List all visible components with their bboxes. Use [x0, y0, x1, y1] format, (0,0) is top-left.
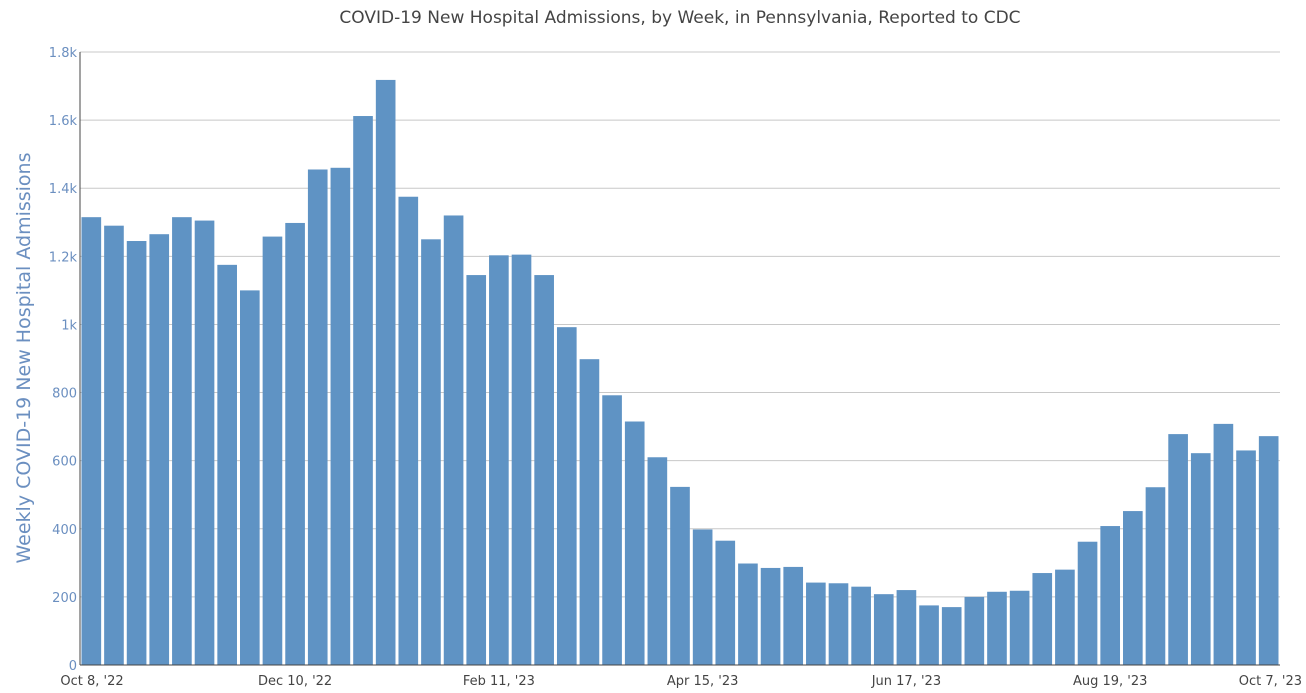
- bar[interactable]: [556, 327, 577, 665]
- bar[interactable]: [398, 196, 419, 665]
- bars: [81, 79, 1279, 666]
- y-tick-label: 1k: [61, 318, 77, 333]
- bar[interactable]: [738, 563, 758, 665]
- y-tick-label: 200: [52, 591, 77, 606]
- bar[interactable]: [1077, 541, 1098, 665]
- bar[interactable]: [421, 239, 441, 666]
- bar[interactable]: [1032, 573, 1053, 665]
- x-tick-label: Apr 15, '23: [667, 674, 739, 689]
- bar[interactable]: [828, 583, 849, 665]
- bar[interactable]: [466, 275, 487, 665]
- bar[interactable]: [217, 264, 237, 665]
- x-tick-label: Oct 7, '23: [1239, 674, 1302, 689]
- bar[interactable]: [1236, 450, 1256, 665]
- bar[interactable]: [534, 275, 554, 665]
- bar[interactable]: [285, 222, 305, 665]
- x-tick-label: Oct 8, '22: [60, 674, 123, 689]
- bar[interactable]: [239, 290, 260, 665]
- y-tick-label: 1.6k: [49, 114, 78, 129]
- x-tick-label: Dec 10, '22: [258, 674, 332, 689]
- bar[interactable]: [783, 566, 804, 665]
- bar[interactable]: [692, 529, 713, 665]
- chart-title: COVID-19 New Hospital Admissions, by Wee…: [339, 8, 1021, 28]
- bar[interactable]: [670, 486, 690, 665]
- bar[interactable]: [81, 217, 102, 666]
- bar[interactable]: [1145, 487, 1166, 665]
- bar[interactable]: [715, 540, 736, 665]
- bar[interactable]: [104, 225, 124, 665]
- bar[interactable]: [489, 255, 509, 666]
- y-tick-label: 1.2k: [49, 250, 78, 265]
- bar[interactable]: [262, 236, 283, 665]
- bar[interactable]: [624, 421, 645, 665]
- bar[interactable]: [149, 234, 170, 666]
- y-tick-label: 1.8k: [49, 46, 78, 61]
- y-tick-label: 600: [52, 455, 77, 470]
- bar[interactable]: [896, 590, 917, 665]
- bar[interactable]: [172, 217, 192, 666]
- bar[interactable]: [579, 359, 600, 665]
- y-tick-label: 0: [69, 659, 77, 674]
- bar[interactable]: [353, 116, 373, 666]
- bar[interactable]: [1123, 511, 1143, 665]
- y-tick-label: 400: [52, 523, 77, 538]
- bar[interactable]: [511, 254, 532, 665]
- bar[interactable]: [307, 169, 328, 665]
- bar[interactable]: [964, 596, 985, 665]
- bar[interactable]: [375, 79, 396, 666]
- bar[interactable]: [1258, 436, 1279, 665]
- bar[interactable]: [987, 591, 1007, 665]
- bar[interactable]: [919, 605, 939, 665]
- bar[interactable]: [194, 220, 215, 665]
- bar[interactable]: [443, 215, 464, 665]
- bar[interactable]: [1168, 434, 1188, 665]
- bar[interactable]: [1190, 453, 1211, 665]
- bar[interactable]: [126, 241, 147, 665]
- bar[interactable]: [760, 567, 781, 665]
- x-tick-label: Jun 17, '23: [871, 674, 941, 689]
- y-tick-label: 800: [52, 387, 77, 402]
- bar[interactable]: [806, 582, 826, 665]
- x-tick-label: Feb 11, '23: [463, 674, 535, 689]
- bar[interactable]: [941, 607, 962, 665]
- y-tick-label: 1.4k: [49, 182, 78, 197]
- y-axis: 0 200 400 600 800 1k 1.2k 1.4k 1.6k 1.8k: [49, 46, 81, 674]
- x-axis: Oct 8, '22 Dec 10, '22 Feb 11, '23 Apr 15, …: [60, 664, 1302, 689]
- bar[interactable]: [602, 395, 622, 665]
- bar[interactable]: [330, 167, 351, 666]
- bar[interactable]: [1055, 569, 1075, 665]
- bar[interactable]: [1100, 526, 1121, 665]
- bar[interactable]: [1009, 590, 1030, 665]
- bar[interactable]: [851, 586, 871, 665]
- x-tick-label: Aug 19, '23: [1073, 674, 1147, 689]
- bar[interactable]: [873, 594, 894, 665]
- bar[interactable]: [647, 457, 668, 665]
- bar[interactable]: [1213, 423, 1234, 665]
